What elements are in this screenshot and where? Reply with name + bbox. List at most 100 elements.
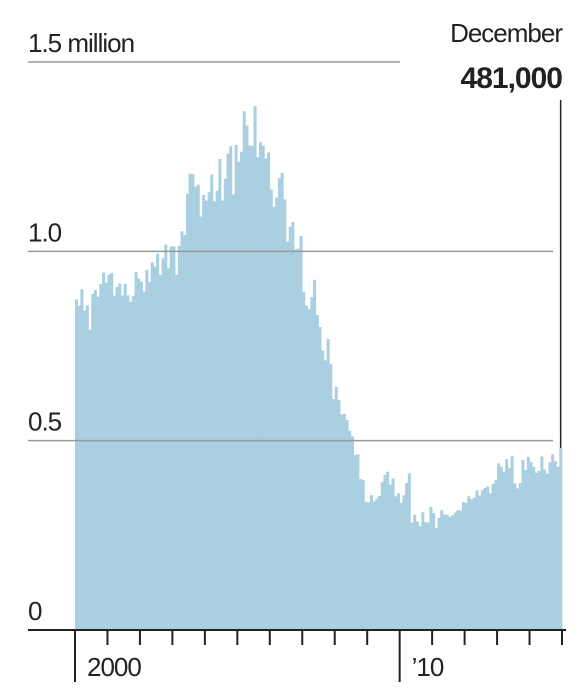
bar (345, 419, 349, 630)
bar (126, 295, 130, 630)
bar (510, 456, 514, 630)
bar (137, 278, 141, 630)
bar (104, 282, 108, 630)
bar (258, 142, 262, 630)
bar (286, 241, 290, 630)
bar (150, 262, 154, 630)
bar (110, 272, 114, 630)
bar (440, 510, 444, 630)
bar (115, 286, 119, 630)
bar (294, 249, 298, 630)
bar (177, 246, 181, 631)
bar (250, 146, 254, 630)
annotation-text: December (450, 18, 563, 48)
bar (361, 480, 365, 630)
bar (388, 484, 392, 630)
bar (464, 502, 468, 630)
bar (223, 178, 227, 630)
bar (426, 522, 430, 630)
bar (461, 502, 465, 630)
bar (369, 495, 373, 630)
bar (534, 472, 538, 630)
bar (424, 522, 428, 630)
bar (543, 469, 547, 630)
bar (556, 466, 560, 630)
bar (212, 201, 216, 630)
y-tick-label: 1.5 million (28, 28, 134, 58)
bar (445, 514, 449, 630)
bar (88, 329, 92, 630)
bar (350, 436, 354, 630)
bar (434, 528, 438, 630)
bar (415, 521, 419, 630)
bar (304, 305, 308, 630)
bar (529, 462, 533, 630)
bar (99, 283, 103, 630)
bar (502, 472, 506, 630)
bar (332, 399, 336, 630)
bar (497, 463, 501, 630)
y-tick-label: 0.5 (28, 407, 62, 437)
bar (494, 480, 498, 630)
bar (142, 291, 146, 630)
bar (383, 474, 387, 630)
bar (264, 158, 268, 630)
bar (180, 231, 184, 630)
annotation-value: 481,000 (461, 62, 563, 95)
bar (486, 486, 490, 630)
bar (183, 235, 187, 630)
bar (310, 297, 314, 630)
bar (166, 268, 170, 630)
bar (470, 499, 474, 630)
bar (248, 145, 252, 630)
bar (240, 151, 244, 630)
bar (272, 206, 276, 630)
bar (321, 350, 325, 630)
bar (231, 194, 235, 631)
bar (545, 473, 549, 630)
bar (364, 502, 368, 630)
bar (123, 283, 127, 630)
bar (120, 295, 124, 630)
bar (169, 246, 173, 631)
bar (437, 517, 441, 630)
bar (161, 258, 165, 630)
bar (448, 516, 452, 630)
bar (275, 197, 279, 630)
bar (85, 305, 89, 630)
bar (202, 194, 206, 631)
bar (521, 459, 525, 630)
bar (221, 200, 225, 631)
bar (172, 246, 176, 631)
bar (432, 512, 436, 630)
bar (75, 299, 79, 630)
bar (277, 178, 281, 630)
bar (102, 272, 106, 630)
bar (483, 488, 487, 630)
bar (307, 308, 311, 630)
bar (196, 184, 200, 631)
bar (451, 515, 455, 630)
bar (329, 364, 333, 630)
bar (405, 483, 409, 630)
bar (107, 274, 111, 630)
bar (396, 493, 400, 630)
bar (156, 253, 160, 630)
bar (148, 282, 152, 630)
bar (269, 189, 273, 631)
bar (367, 502, 371, 630)
bar (83, 310, 87, 630)
bar (553, 461, 557, 630)
bar (77, 305, 81, 630)
bar (326, 339, 330, 630)
bar (299, 235, 303, 631)
y-tick-label: 1.0 (28, 217, 62, 247)
bar (267, 152, 271, 630)
bar (129, 301, 133, 630)
bar (80, 289, 84, 630)
bar (215, 190, 219, 630)
bar (459, 510, 463, 630)
bar (334, 386, 338, 630)
bar (164, 244, 168, 630)
